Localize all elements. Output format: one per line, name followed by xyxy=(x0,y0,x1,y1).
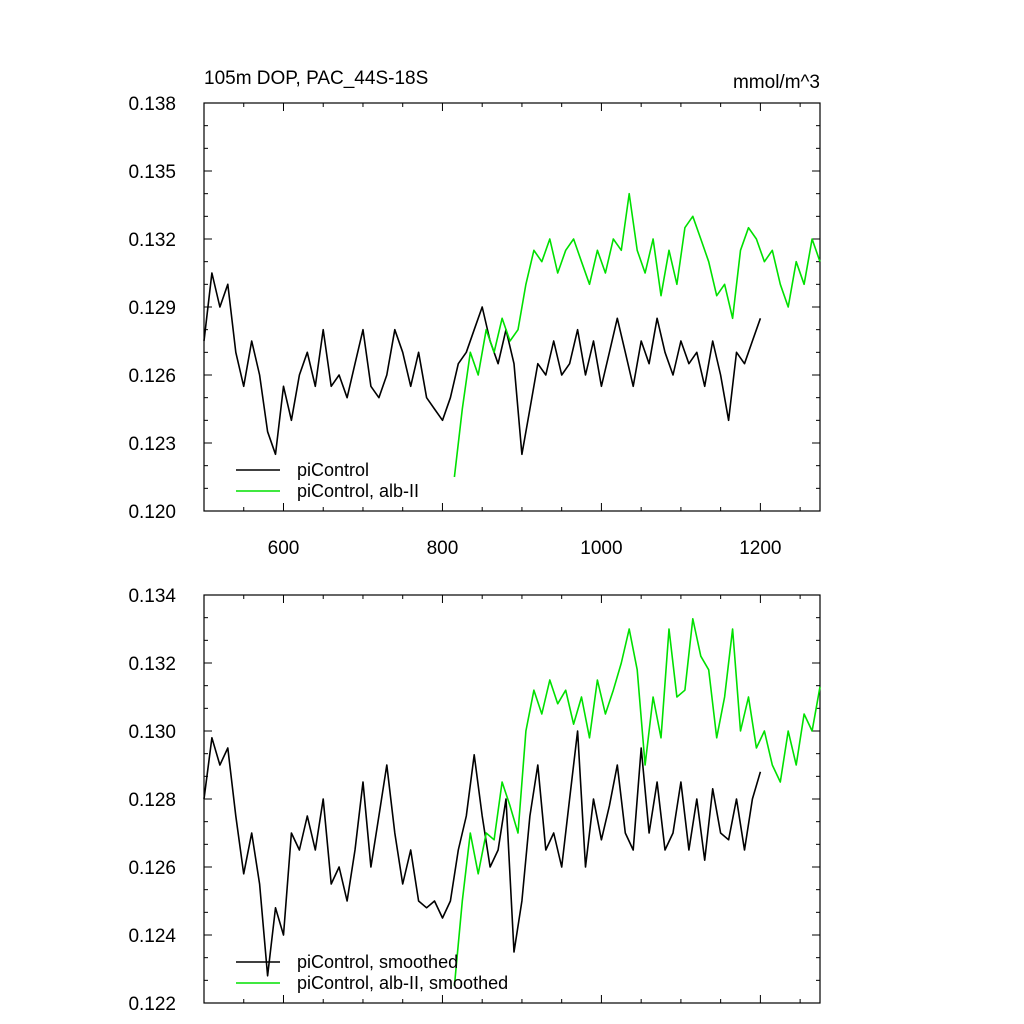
series-line xyxy=(453,617,821,987)
legend-label: piControl, smoothed xyxy=(297,952,458,972)
series-line xyxy=(203,272,762,456)
y-tick-label: 0.123 xyxy=(128,434,176,455)
y-tick-label: 0.120 xyxy=(128,502,176,523)
top-panel: 0.120 0.123 0.126 0.129 0.132 0.135 0.138 600 80… xyxy=(128,68,821,559)
y-tick-label: 0.132 xyxy=(128,654,176,675)
y-tick-label: 0.130 xyxy=(128,722,176,743)
x-tick-label: 1200 xyxy=(739,538,781,559)
plot-frame xyxy=(203,594,821,1004)
y-tick-label: 0.128 xyxy=(128,790,176,811)
y-tick-label: 0.122 xyxy=(128,994,176,1015)
y-tick-label: 0.138 xyxy=(128,94,176,115)
x-tick-label: 800 xyxy=(427,538,459,559)
series-line xyxy=(453,192,821,478)
legend-label: piControl xyxy=(297,460,369,480)
y-tick-label: 0.132 xyxy=(128,230,176,251)
y-tick-label: 0.126 xyxy=(128,366,176,387)
y-tick-label: 0.135 xyxy=(128,162,176,183)
y-tick-label: 0.126 xyxy=(128,858,176,879)
series-line xyxy=(203,730,762,977)
plot-frame xyxy=(203,102,821,512)
chart-title: 105m DOP, PAC_44S-18S xyxy=(204,68,428,89)
x-tick-label: 600 xyxy=(268,538,300,559)
x-tick-label: 1000 xyxy=(580,538,622,559)
y-tick-label: 0.134 xyxy=(128,586,176,607)
bottom-panel: 0.122 0.124 0.126 0.128 0.130 0.132 0.134 piCon… xyxy=(128,586,821,1015)
legend-label: piControl, alb-II xyxy=(297,481,419,501)
legend-label: piControl, alb-II, smoothed xyxy=(297,973,508,993)
y-tick-label: 0.129 xyxy=(128,298,176,319)
units-label: mmol/m^3 xyxy=(733,72,820,93)
y-tick-label: 0.124 xyxy=(128,926,176,947)
